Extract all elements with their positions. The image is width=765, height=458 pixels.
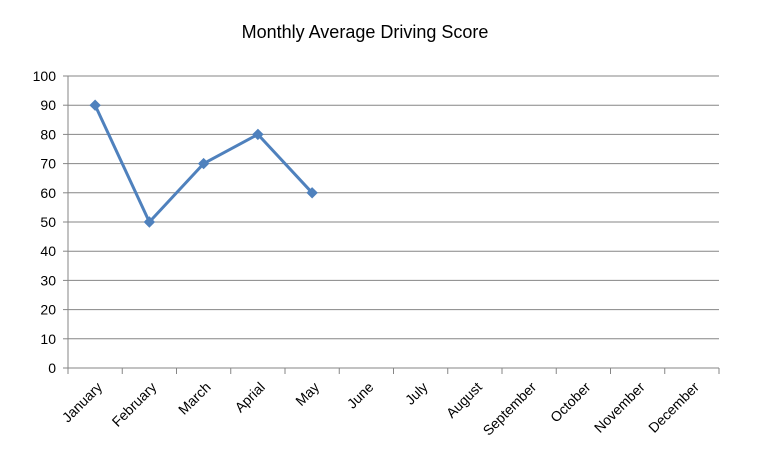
y-tick-label: 0: [48, 360, 56, 376]
data-point-marker: [252, 128, 264, 141]
x-tick-label: January: [59, 379, 106, 426]
chart-title: Monthly Average Driving Score: [241, 22, 489, 42]
y-tick-label: 20: [40, 302, 56, 318]
x-tick-label: October: [547, 379, 594, 426]
y-tick-label: 30: [40, 272, 56, 288]
x-tick-label: Aprial: [231, 379, 268, 416]
x-tick-label: November: [591, 379, 648, 436]
data-point-marker: [197, 157, 210, 170]
x-tick-label: July: [402, 379, 431, 408]
y-tick-label: 90: [40, 97, 56, 113]
y-tick-label: 40: [40, 243, 56, 259]
y-tick-label: 10: [40, 331, 56, 347]
gridlines: [68, 75, 719, 340]
x-axis-ticks: January February March Aprial May June July Aug…: [59, 368, 720, 439]
y-tick-label: 60: [40, 185, 56, 201]
x-tick-label: June: [344, 379, 377, 412]
data-point-marker: [143, 216, 156, 228]
x-tick-label: March: [175, 379, 214, 418]
x-tick-label: February: [109, 379, 160, 430]
y-tick-label: 80: [40, 126, 56, 142]
data-point-marker: [306, 187, 318, 199]
x-tick-label: August: [443, 379, 485, 421]
x-tick-label: May: [292, 379, 322, 409]
x-tick-label: December: [645, 379, 702, 436]
y-tick-label: 50: [40, 214, 56, 230]
data-point-marker: [89, 99, 101, 111]
y-axis-ticks: 0 10 20 30 40 50 60 70 80 90 100: [33, 68, 68, 376]
series-group: [89, 99, 318, 228]
y-tick-label: 70: [40, 156, 56, 172]
x-tick-label: September: [480, 379, 540, 439]
y-tick-label: 100: [33, 68, 57, 84]
